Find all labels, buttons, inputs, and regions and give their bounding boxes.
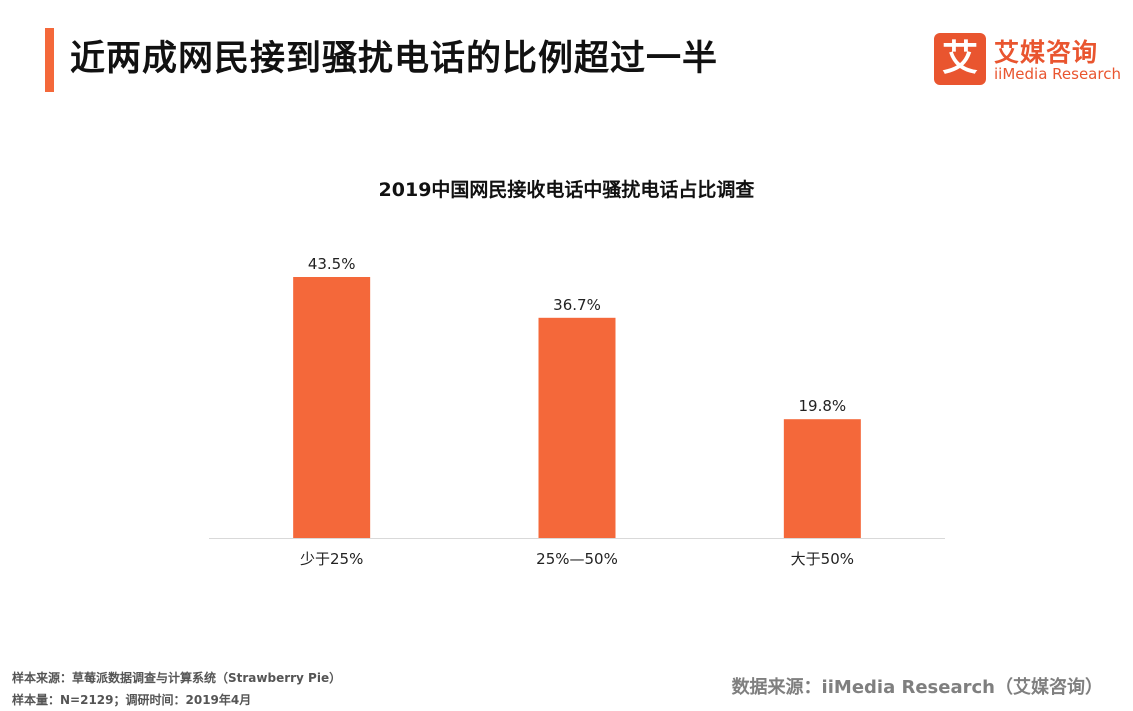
footer-notes: 样本来源：草莓派数据调查与计算系统（Strawberry Pie） 样本量：N=… — [12, 667, 341, 711]
logo-mark-icon: 艾 — [934, 33, 986, 85]
category-label-1: 少于25% — [300, 550, 363, 568]
category-label-3: 大于50% — [791, 550, 854, 568]
sample-size-note: 样本量：N=2129；调研时间：2019年4月 — [12, 693, 252, 707]
bar-2 — [538, 317, 616, 538]
logo-name-cn: 艾媒咨询 — [994, 38, 1099, 67]
title-accent-bar — [45, 28, 54, 92]
bar-3 — [783, 419, 861, 538]
data-label-2: 36.7% — [553, 296, 601, 314]
brand-logo: 艾 艾媒咨询 iiMedia Research — [934, 33, 1121, 88]
category-label-2: 25%—50% — [536, 550, 618, 568]
page-title: 近两成网民接到骚扰电话的比例超过一半 — [70, 39, 719, 79]
bar-1 — [293, 277, 371, 538]
chart-title: 2019中国网民接收电话中骚扰电话占比调查 — [378, 179, 755, 201]
data-label-1: 43.5% — [308, 255, 356, 273]
logo-name-en: iiMedia Research — [994, 65, 1121, 83]
data-source-note: 数据来源：iiMedia Research（艾媒咨询） — [731, 677, 1103, 698]
data-label-3: 19.8% — [799, 397, 847, 415]
sample-source-note: 样本来源：草莓派数据调查与计算系统（Strawberry Pie） — [12, 671, 342, 685]
